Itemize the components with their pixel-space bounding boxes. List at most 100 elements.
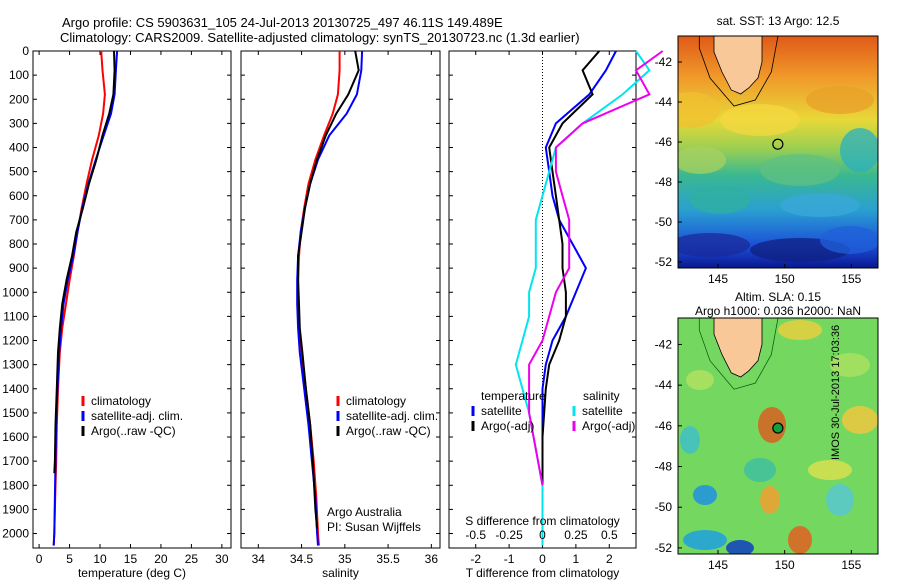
sla-patch (778, 320, 822, 340)
tasmania-landmass (713, 318, 763, 378)
x-tick-label: 34.5 (290, 552, 314, 566)
map-frame (677, 317, 879, 555)
sla-patch (693, 485, 717, 505)
sst-map-title: sat. SST: 13 Argo: 12.5 (717, 14, 840, 28)
sla-patch (826, 484, 854, 516)
sst-patch (678, 92, 720, 128)
x-tick-label: 150 (775, 558, 795, 572)
y-tick-label: -42 (655, 337, 673, 351)
argo-position-marker (772, 422, 784, 434)
y-tick-label: 1600 (2, 430, 29, 444)
figure-title-line2: Climatology: CARS2009. Satellite-adjuste… (60, 30, 580, 45)
map-frame (677, 35, 879, 269)
sst-patch (806, 86, 874, 114)
annotation-line1: Argo Australia (327, 505, 402, 519)
plot-frame (240, 50, 441, 549)
legend-label: satellite-adj. clim. (346, 409, 438, 423)
y-tick-label: 500 (9, 165, 29, 179)
s-tick-label: 0 (539, 528, 546, 542)
series-line-argo--adj- (528, 50, 664, 486)
x-tick-label: 1 (573, 552, 580, 566)
figure-title-line1: Argo profile: CS 5903631_105 24-Jul-2013… (62, 15, 503, 30)
y-tick-label: 1000 (2, 285, 29, 299)
tasmania-landmass (713, 36, 763, 95)
salinity-panel: 34 34.5 35 35.5 36 salinity climatologysatelli… (240, 50, 441, 580)
legend-label: Argo(-adj) (582, 419, 635, 433)
sst-patch (678, 146, 726, 174)
x-tick-label: 145 (708, 558, 728, 572)
y-tick-label: 1900 (2, 502, 29, 516)
s-tick-label: -0.25 (495, 528, 523, 542)
y-tick-label: 1500 (2, 406, 29, 420)
x-tick-label: 35.5 (376, 552, 400, 566)
x-tick-label: 155 (841, 272, 861, 286)
map-field (678, 36, 878, 268)
series-line-argo--adj- (541, 50, 601, 486)
sst-patch (678, 233, 750, 257)
sla-patch (808, 460, 852, 480)
sla-patch (683, 530, 727, 550)
legend-label: satellite (481, 404, 522, 418)
series-line-satellite (514, 50, 651, 546)
annotation-line2: PI: Susan Wijffels (327, 520, 421, 534)
y-tick-label: -52 (655, 541, 673, 555)
y-tick-label: 300 (9, 116, 29, 130)
x-tick-label: 25 (185, 552, 199, 566)
x-tick-label: 0 (539, 552, 546, 566)
sla-patch (744, 458, 776, 482)
s-axis-label: S difference from climatology (465, 514, 620, 528)
x-tick-label: 2 (606, 552, 613, 566)
legend-label: climatology (91, 394, 151, 408)
argo-position-marker (772, 138, 784, 150)
y-tick-label: 1200 (2, 334, 29, 348)
sst-patch (720, 104, 800, 136)
x-tick-label: 34 (252, 552, 266, 566)
y-tick-label: -42 (655, 55, 673, 69)
legend-label: Argo(-adj) (481, 419, 534, 433)
y-tick-label: -44 (655, 95, 673, 109)
legend-label: Argo(..raw -QC) (91, 424, 176, 438)
series-line-argo---raw--qc- (297, 50, 360, 529)
x-tick-label: 30 (215, 552, 229, 566)
y-tick-label: 200 (9, 92, 29, 106)
map-field (678, 318, 878, 554)
legend-label: satellite (582, 404, 623, 418)
x-tick-label: 36 (425, 552, 439, 566)
sla-patch (686, 370, 714, 390)
sst-patch (780, 193, 860, 217)
s-tick-label: 0.5 (601, 528, 618, 542)
y-tick-label: -46 (655, 135, 673, 149)
sst-patch (840, 128, 878, 172)
x-tick-label: 155 (841, 558, 861, 572)
sla-patch (760, 486, 780, 514)
side-timestamp: IMOS 30-Jul-2013 17:03:36 (830, 324, 842, 460)
y-tick-label: -50 (655, 215, 673, 229)
sla-patch (758, 407, 786, 443)
legend-title-temperature: temperature (481, 389, 546, 403)
y-tick-label: 1700 (2, 454, 29, 468)
y-tick-label: -52 (655, 255, 673, 269)
x-tick-label: 5 (66, 552, 73, 566)
legend-title-salinity: salinity (583, 389, 620, 403)
y-tick-label: 2000 (2, 527, 29, 541)
y-tick-label: 400 (9, 141, 29, 155)
x-tick-label: -2 (470, 552, 481, 566)
x-tick-label: 15 (124, 552, 138, 566)
legend-label: satellite-adj. clim. (91, 409, 183, 423)
shelf-contour (698, 36, 779, 107)
sla-patch (842, 406, 878, 434)
x-axis-label: salinity (322, 566, 359, 580)
s-tick-label: 0.25 (564, 528, 588, 542)
x-tick-label: 0 (36, 552, 43, 566)
legend-label: climatology (346, 394, 406, 408)
y-tick-label: 100 (9, 68, 29, 82)
x-tick-label: 150 (775, 272, 795, 286)
y-tick-label: -46 (655, 419, 673, 433)
x-tick-label: 20 (154, 552, 168, 566)
y-tick-label: 1100 (3, 309, 29, 323)
shelf-contour (698, 318, 779, 390)
sla-patch (680, 426, 700, 454)
x-tick-label: 35 (338, 552, 352, 566)
y-tick-label: -50 (655, 500, 673, 514)
